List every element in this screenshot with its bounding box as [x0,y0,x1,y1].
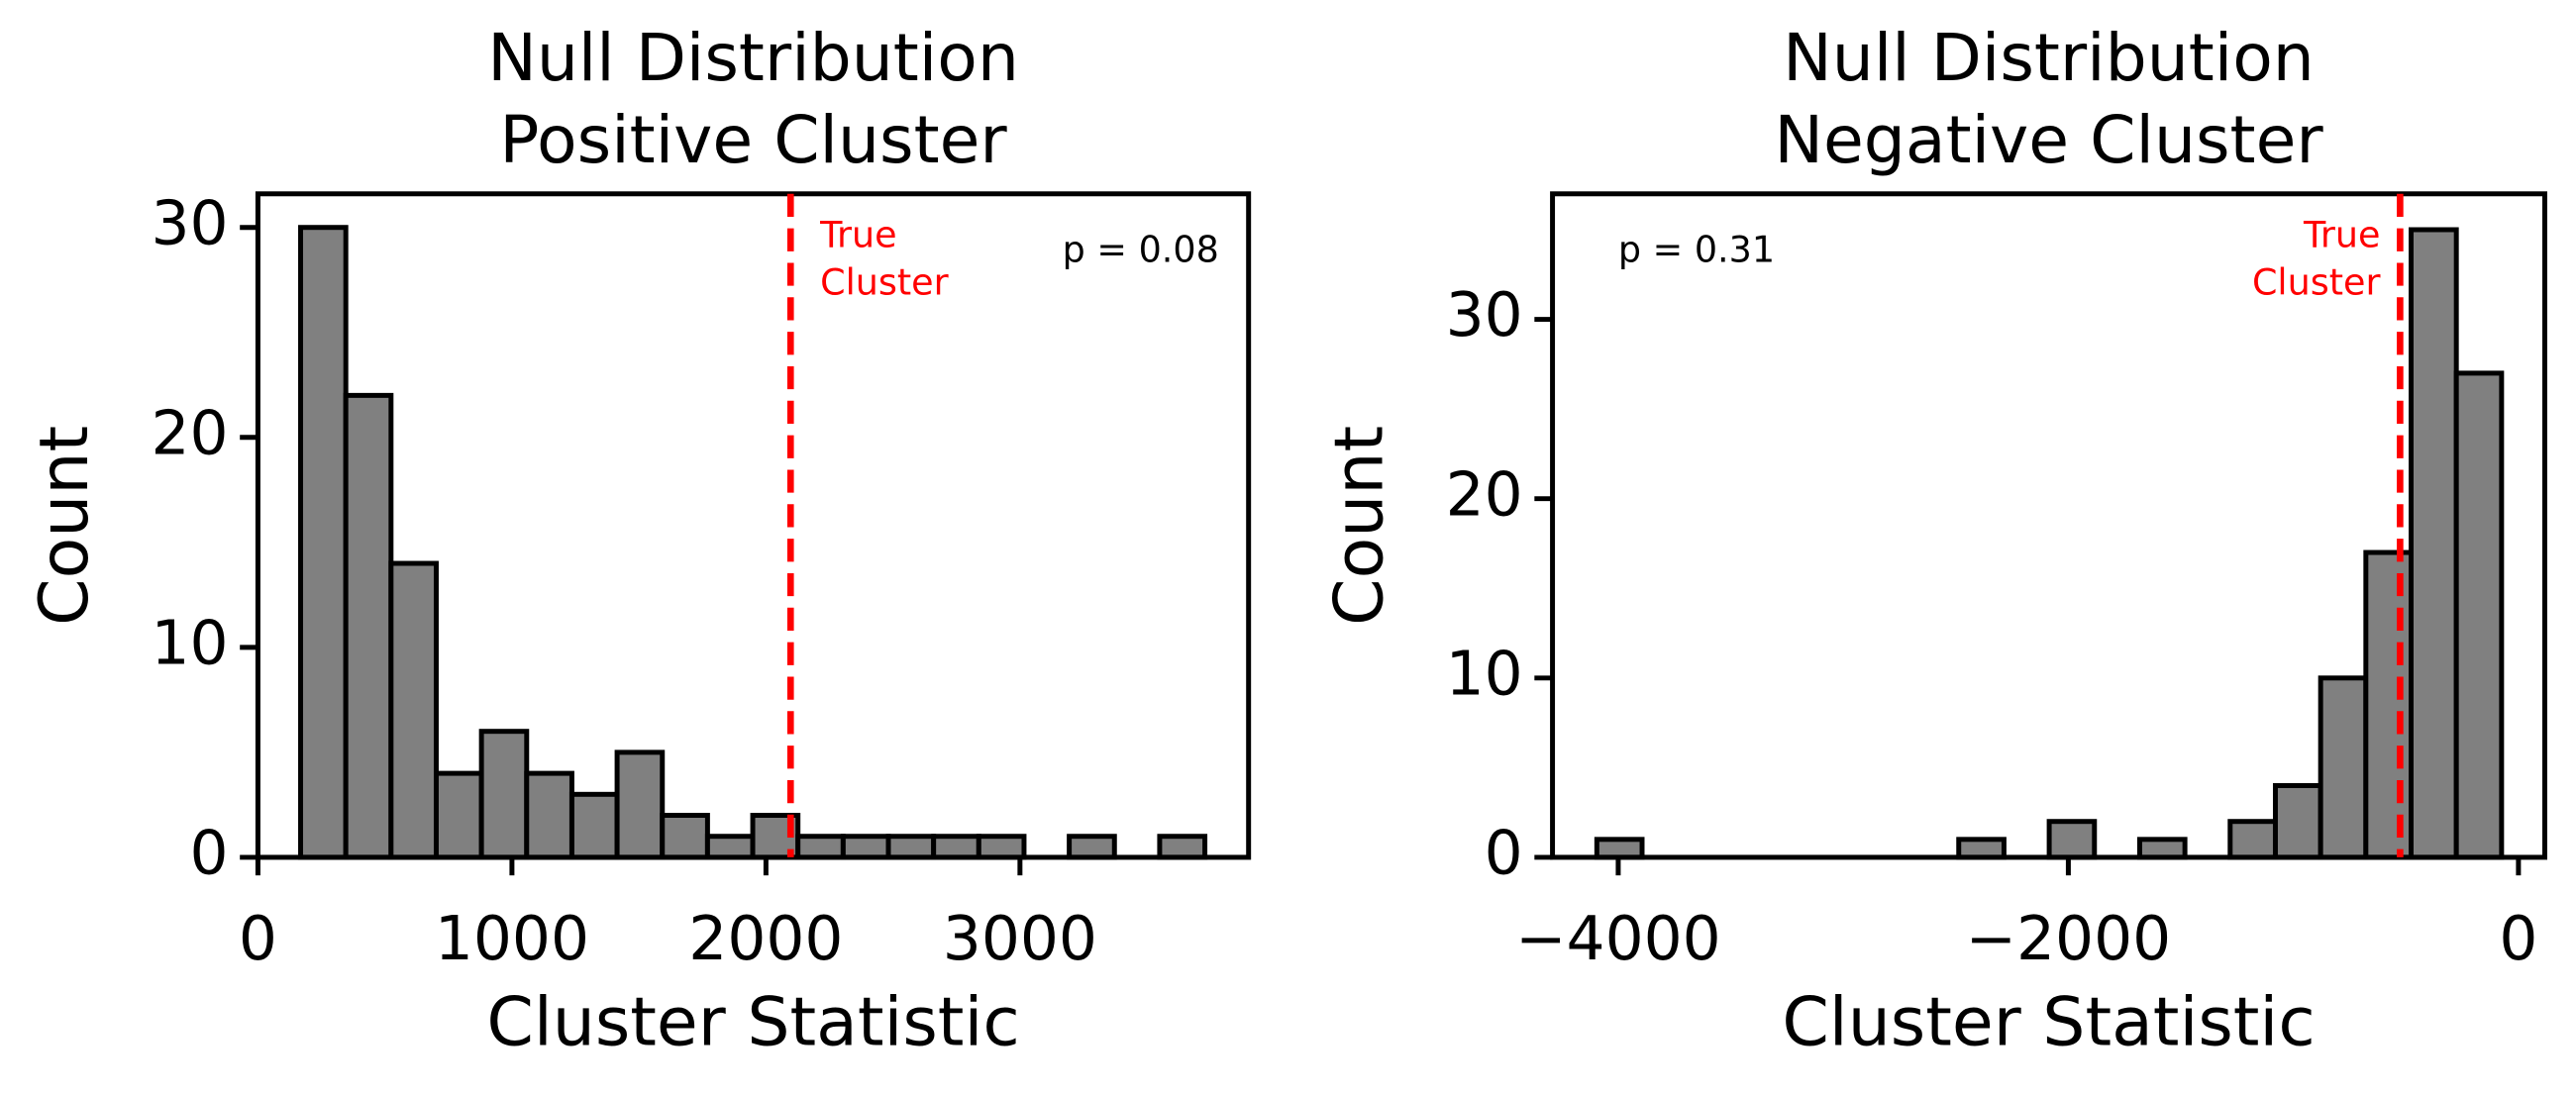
y-tick-label: 20 [1446,459,1523,530]
true-cluster-label: True [819,213,897,255]
axes-frame [1550,191,2547,860]
bar [2136,837,2188,860]
bar [2409,227,2459,860]
bar [885,834,937,860]
chart-title: Negative Cluster [1774,101,2323,178]
chart-title: Null Distribution [1783,19,2315,96]
x-axis-label: Cluster Statistic [1782,983,2315,1061]
bar [614,749,666,860]
bar [2227,819,2278,860]
x-tick-label: −2000 [1966,904,2172,974]
bar [2046,819,2098,860]
bar [2453,370,2505,860]
chart-title: Null Distribution [487,19,1019,96]
bar [931,834,981,860]
y-tick-label: 0 [190,819,229,889]
axes-frame [255,191,1252,860]
bar [1067,834,1117,860]
y-tick-label: 30 [1446,280,1523,350]
x-tick-label: 3000 [943,904,1097,974]
x-tick-label: 0 [239,904,277,974]
y-axis-label: Count [26,426,104,626]
x-tick-label: 1000 [435,904,589,974]
bar [660,813,710,860]
bar [1956,837,2007,860]
y-tick-label: 10 [1446,639,1523,709]
p-value: p = 0.08 [1063,228,1219,270]
bar [343,392,394,860]
chart-title: Positive Cluster [499,101,1007,178]
y-tick-label: 30 [151,188,228,258]
bar [568,791,620,860]
bar [840,834,891,860]
bar [388,560,439,860]
x-tick-label: 2000 [688,904,843,974]
bar [298,225,349,860]
bar [478,729,530,860]
x-tick-label: −4000 [1515,904,1721,974]
y-tick-label: 20 [151,398,228,468]
bar [2272,782,2323,860]
bar [2318,675,2369,860]
bar [433,770,484,860]
p-value: p = 0.31 [1618,228,1775,270]
bar [704,834,756,860]
bar [524,770,574,860]
bar [795,834,846,860]
true-cluster-label: True [2303,213,2381,255]
y-axis-label: Count [1320,426,1398,626]
x-axis-label: Cluster Statistic [486,983,1019,1061]
true-cluster-label: Cluster [2252,261,2381,304]
y-tick-label: 0 [1485,819,1523,889]
x-tick-label: 0 [2499,904,2537,974]
y-tick-label: 10 [151,608,228,678]
bar [976,834,1027,860]
bar [1594,837,1645,860]
bar [1157,834,1208,860]
bar [2363,549,2414,860]
true-cluster-label: Cluster [820,261,949,304]
